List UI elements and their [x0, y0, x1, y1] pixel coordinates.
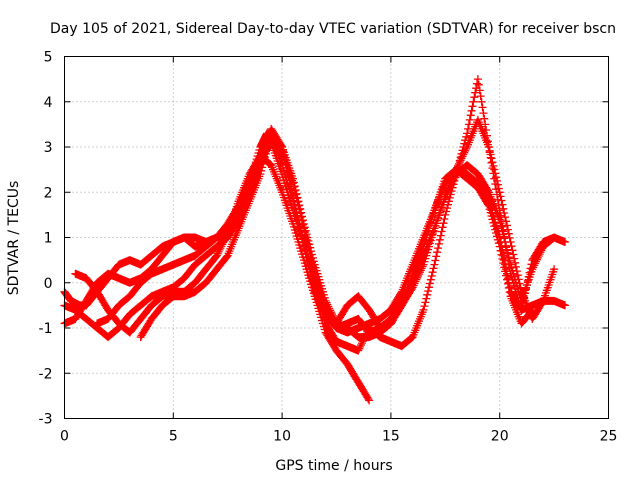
y-tick-label: 4 — [44, 95, 53, 111]
y-tick-label: -2 — [39, 366, 53, 382]
x-axis-label: GPS time / hours — [275, 458, 392, 474]
y-axis-label: SDTVAR / TECUs — [6, 181, 22, 296]
y-tick-label: 5 — [44, 50, 53, 66]
x-tick-label: 15 — [382, 429, 400, 445]
y-tick-label: 2 — [44, 185, 53, 201]
series-track-3 — [71, 152, 374, 405]
y-tick-label: 1 — [44, 231, 53, 247]
series-markers — [136, 129, 559, 342]
y-tick-label: 0 — [44, 276, 53, 292]
x-tick-label: 25 — [600, 429, 618, 445]
x-tick-label: 0 — [60, 429, 69, 445]
x-tick-label: 10 — [273, 429, 291, 445]
series-track-6 — [136, 129, 559, 342]
x-tick-label: 5 — [169, 429, 178, 445]
y-tick-label: -3 — [39, 412, 53, 428]
grid-lines — [64, 56, 609, 419]
chart-title: Day 105 of 2021, Sidereal Day-to-day VTE… — [50, 21, 616, 37]
x-tick-label: 20 — [491, 429, 509, 445]
y-tick-label: -1 — [39, 321, 53, 337]
data-points — [60, 75, 569, 405]
axis-ticks: 0 5 10 15 20 25 -3 -2 -1 0 1 2 3 4 5 — [39, 50, 618, 445]
series-markers — [71, 152, 374, 405]
y-tick-label: 3 — [44, 140, 53, 156]
